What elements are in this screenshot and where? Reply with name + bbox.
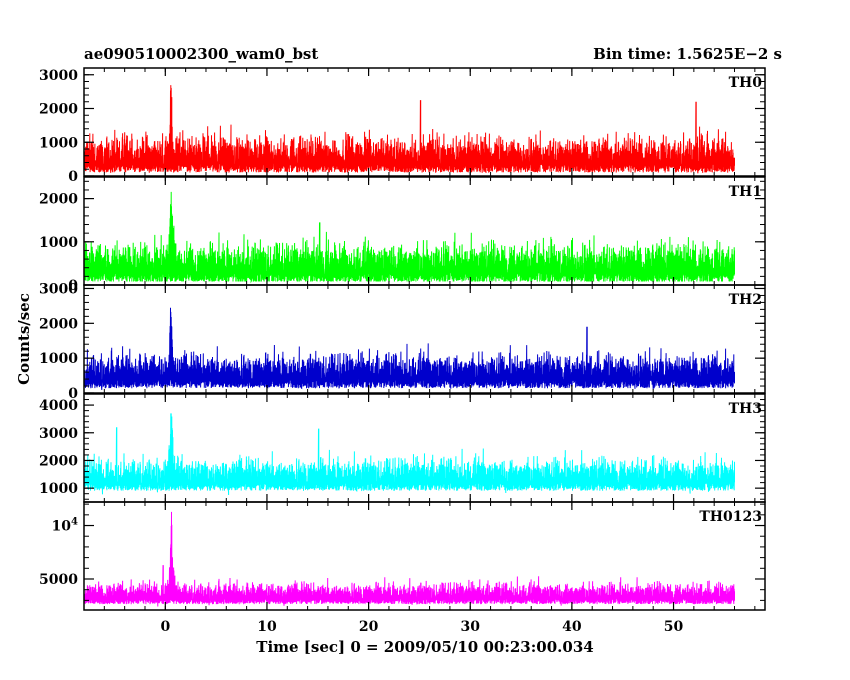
panel-label-th2: TH2: [729, 292, 762, 308]
x-tick-label: 50: [664, 619, 684, 635]
panel-label-th0123: TH0123: [699, 509, 762, 525]
observation-title: ae090510002300_wam0_bst: [84, 45, 319, 63]
x-tick-label: 0: [160, 619, 170, 635]
x-tick-label: 40: [562, 619, 582, 635]
y-tick-label: 3000: [39, 426, 78, 442]
y-tick-label: 2000: [39, 102, 78, 118]
x-tick-label: 20: [359, 619, 379, 635]
y-tick-label: 1000: [39, 235, 78, 251]
y-tick-label: 4000: [39, 398, 78, 414]
x-tick-label: 30: [460, 619, 480, 635]
panel-frame-th0123: [83, 501, 766, 611]
x-axis-label: Time [sec] 0 = 2009/05/10 00:23:00.034: [256, 638, 594, 656]
x-tick-label: 10: [257, 619, 277, 635]
y-tick-label: 1000: [39, 135, 78, 151]
series-line-th1: [84, 191, 735, 284]
panel-frame-th2: [83, 284, 766, 394]
y-tick-label: 0: [68, 169, 78, 185]
series-line-th0: [84, 85, 735, 174]
panel-label-th3: TH3: [729, 401, 762, 417]
panel-label-th0: TH0: [729, 75, 763, 91]
y-tick-label: 104: [52, 517, 78, 535]
y-tick-label: 2000: [39, 192, 78, 208]
y-tick-label: 1000: [39, 351, 78, 367]
series-line-th3: [84, 413, 735, 496]
y-tick-label: 3000: [39, 281, 78, 297]
y-tick-label: 5000: [39, 572, 78, 588]
series-line-th2: [84, 307, 735, 390]
y-tick-label: 0: [68, 386, 78, 402]
y-tick-label: 2000: [39, 453, 78, 469]
y-tick-label: 3000: [39, 68, 78, 84]
series-line-th0123: [84, 511, 735, 607]
y-axis-label: Counts/sec: [14, 293, 33, 385]
panel-label-th1: TH1: [729, 184, 762, 200]
y-tick-label: 0: [68, 278, 78, 294]
y-tick-label: 1000: [39, 481, 78, 497]
y-tick-label: 2000: [39, 316, 78, 332]
bin-time-label: Bin time: 1.5625E−2 s: [593, 45, 782, 63]
